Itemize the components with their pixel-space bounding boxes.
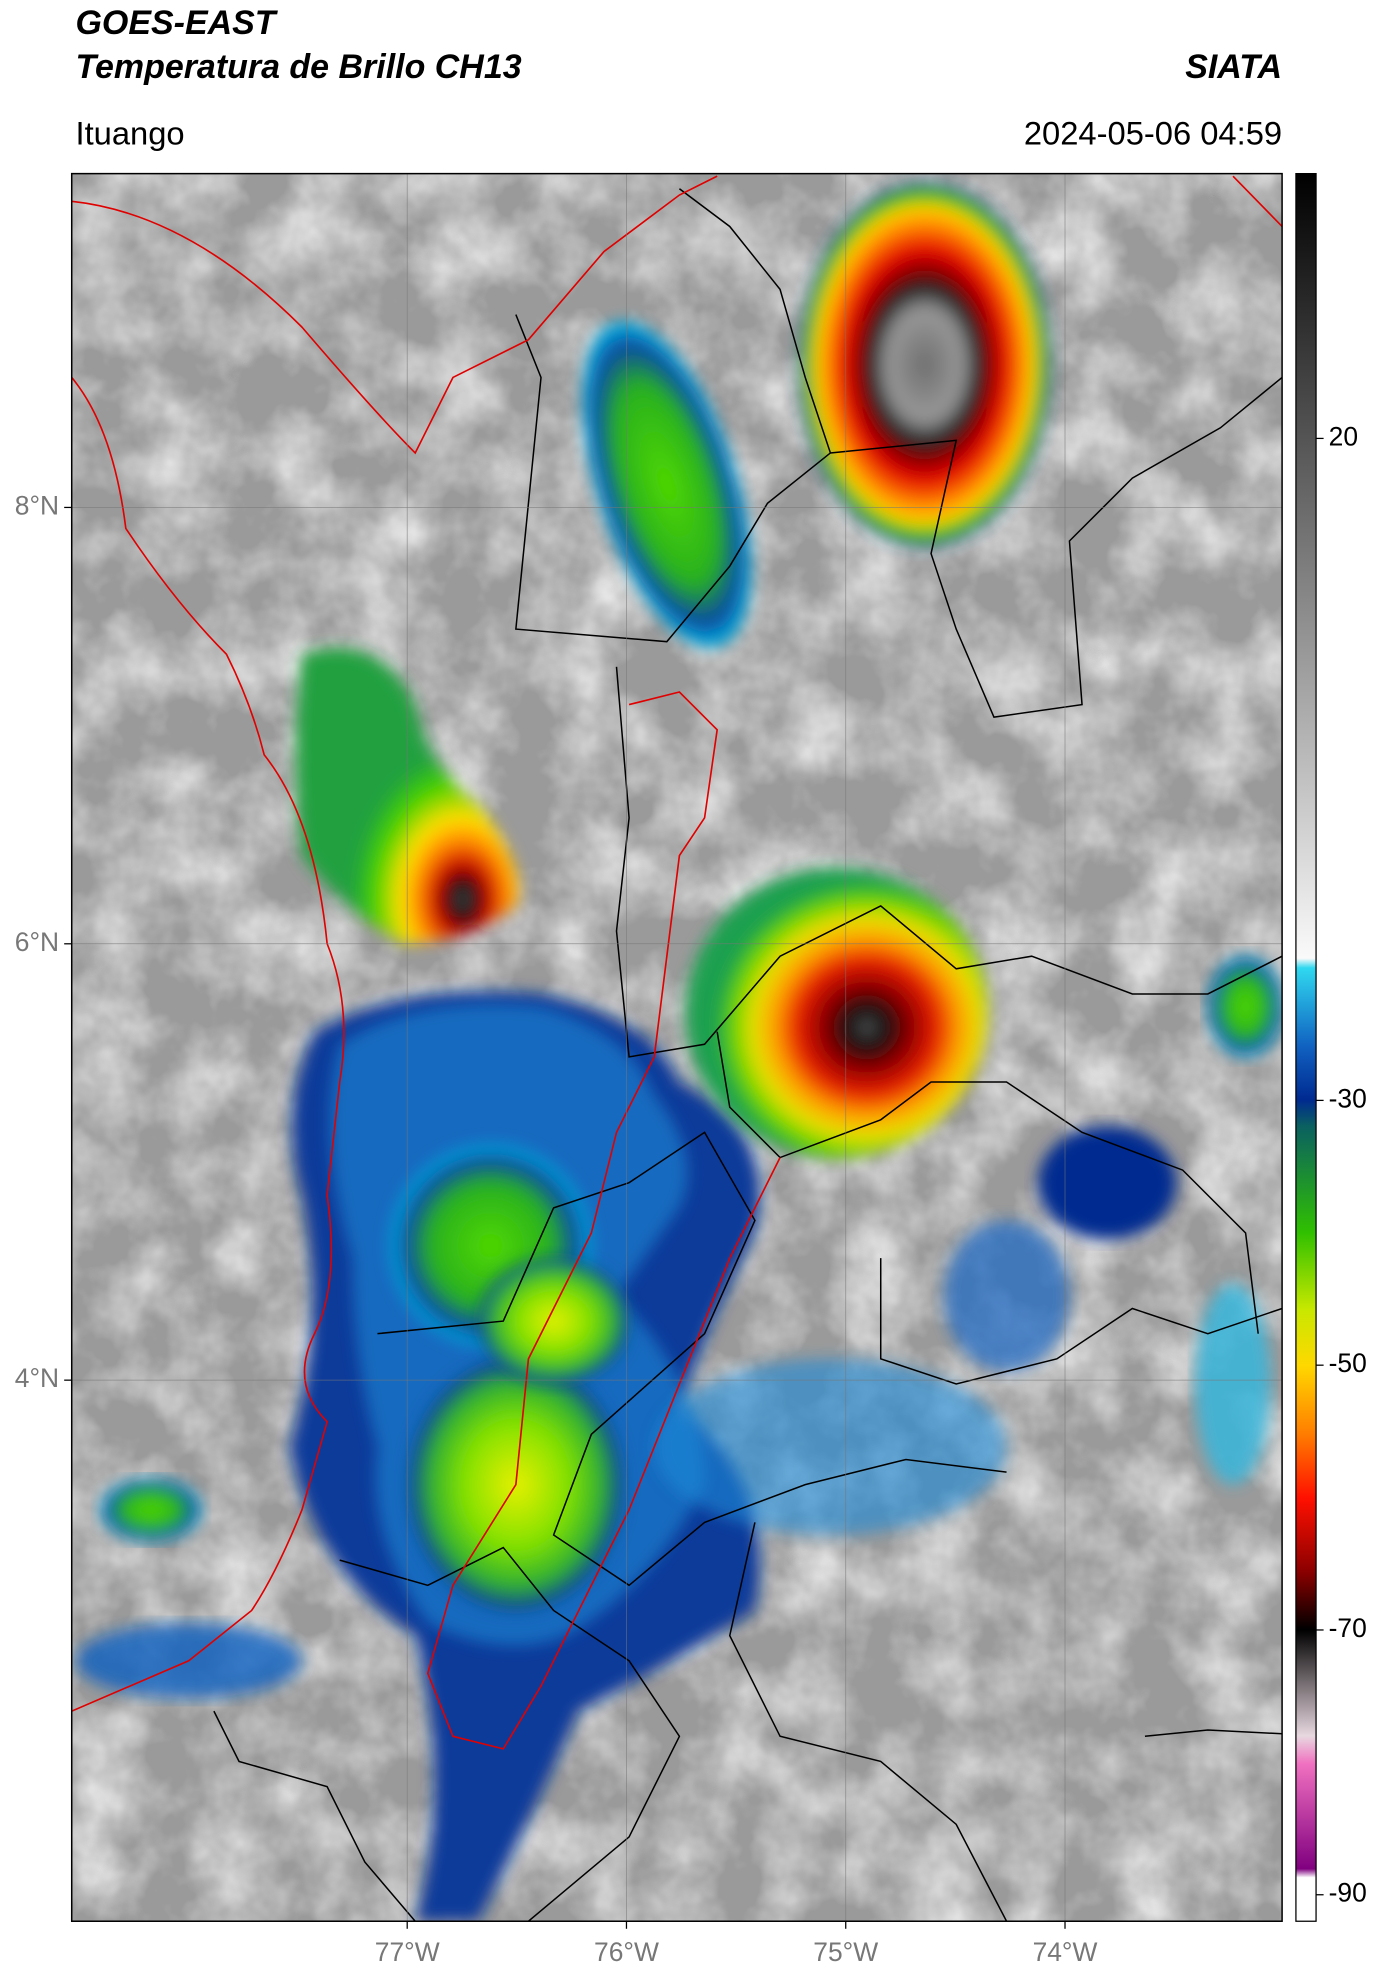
colorbar-tick-label: -90	[1329, 1878, 1367, 1908]
subtitle: Temperatura de Brillo CH13	[75, 48, 521, 86]
colorbar	[1295, 172, 1317, 1922]
timestamp: 2024-05-06 04:59	[1024, 115, 1282, 152]
lon-tick-label: 77°W	[375, 1937, 440, 1967]
lat-tick-label: 6°N	[15, 927, 59, 957]
lon-tick-label: 75°W	[813, 1937, 878, 1967]
lat-tick-label: 4°N	[15, 1363, 59, 1393]
source: SIATA	[1185, 48, 1282, 86]
lon-tick-label: 74°W	[1033, 1937, 1098, 1967]
lon-tick-label: 76°W	[594, 1937, 659, 1967]
colorbar-tick-label: -70	[1329, 1613, 1367, 1643]
region: Ituango	[75, 115, 184, 152]
lat-tick-label: 8°N	[15, 490, 59, 520]
map-frame	[70, 172, 1283, 1922]
colorbar-tick-label: -30	[1329, 1083, 1367, 1113]
colorbar-tick-label: 20	[1329, 421, 1358, 451]
colorbar-tick-label: -50	[1329, 1348, 1367, 1378]
map	[71, 173, 1283, 1922]
title: GOES-EAST	[75, 4, 278, 42]
